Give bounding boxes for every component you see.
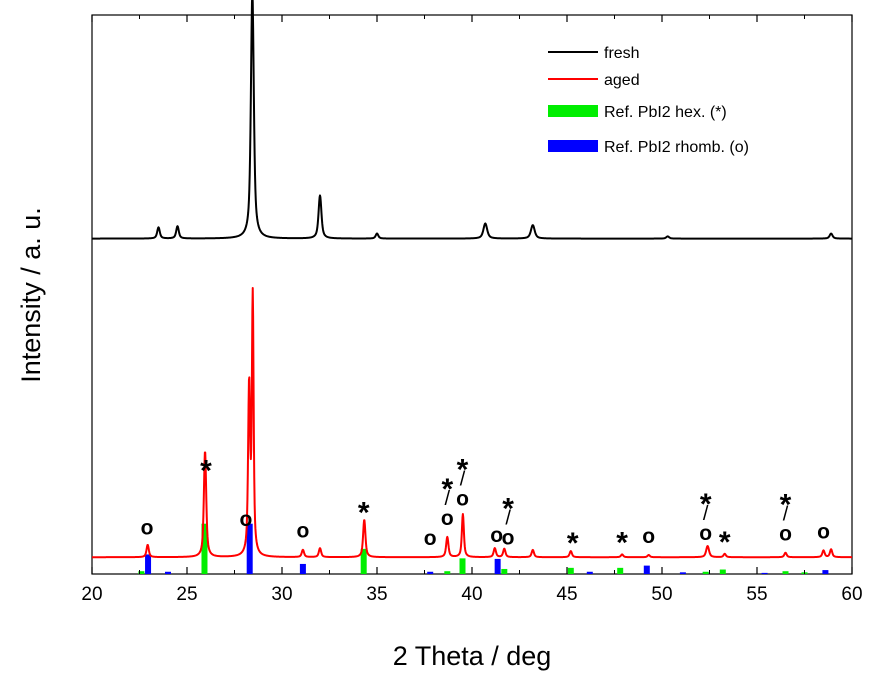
- ref-bar-hex: [444, 571, 451, 574]
- series-fresh: [91, 0, 853, 240]
- annotation-star: *: [358, 496, 370, 529]
- annotation-o: o: [642, 525, 655, 548]
- x-tick-label: 20: [81, 584, 102, 605]
- annotation-slash: /: [445, 488, 451, 510]
- ref-bar-rhomb: [165, 571, 171, 574]
- annotation-o: o: [817, 520, 830, 543]
- annotation-star: *: [502, 492, 514, 525]
- ref-bar-rhomb: [427, 571, 434, 574]
- series-aged: [91, 286, 853, 559]
- ref-bar-hex: [459, 558, 466, 574]
- ref-bar-rhomb: [822, 570, 829, 574]
- annotation-star: *: [567, 527, 579, 560]
- annotation-o: o: [490, 524, 503, 547]
- ref-bar-rhomb: [145, 554, 152, 574]
- annotation-o: o: [502, 526, 515, 549]
- ref-bar-hex: [567, 567, 574, 574]
- ref-bar-hex: [617, 567, 624, 574]
- peak-annotations: o*oo*oo/* o/*oo/** * o o/** o/*o: [141, 453, 830, 560]
- x-axis: 20 25 30 35 40 45 50 55 60: [81, 15, 863, 605]
- ref-bar-rhomb: [299, 563, 306, 574]
- annotation-slash: /: [783, 504, 789, 526]
- ref-bar-hex: [719, 569, 726, 574]
- annotation-o: o: [456, 487, 469, 510]
- annotation-star: *: [200, 454, 212, 487]
- annotation-o: o: [424, 527, 437, 550]
- y-axis-title: Intensity / a. u.: [16, 207, 46, 383]
- legend-label-aged: aged: [604, 72, 640, 89]
- annotation-o: o: [141, 516, 154, 539]
- curves: [91, 0, 853, 559]
- ref-bar-hex: [360, 548, 367, 574]
- ref-bar-rhomb: [643, 565, 650, 574]
- annotation-slash: /: [460, 468, 466, 490]
- ref-bar-hex: [702, 571, 709, 574]
- annotation-star: *: [616, 526, 628, 559]
- ref-bar-rhomb: [246, 523, 253, 574]
- reference-bars: [138, 523, 829, 574]
- legend: fresh aged Ref. PbI2 hex. (*) Ref. PbI2 …: [548, 45, 749, 156]
- legend-swatch-hex: [548, 105, 598, 117]
- annotation-slash: /: [703, 503, 709, 525]
- annotation-o: o: [296, 520, 309, 543]
- annotation-star: *: [441, 473, 453, 506]
- x-tick-label: 25: [176, 584, 197, 605]
- annotation-o: o: [239, 508, 252, 531]
- x-tick-label: 50: [651, 584, 672, 605]
- annotation-slash: /: [505, 507, 511, 529]
- annotation-star: *: [719, 526, 731, 559]
- ref-bar-rhomb: [761, 572, 768, 574]
- annotation-o: o: [699, 522, 712, 545]
- x-tick-label: 45: [556, 584, 577, 605]
- annotation-star: *: [457, 453, 469, 486]
- ref-bar-hex: [501, 568, 508, 574]
- legend-label-rhomb: Ref. PbI2 rhomb. (o): [604, 139, 749, 156]
- annotation-o: o: [779, 523, 792, 546]
- legend-label-fresh: fresh: [604, 45, 640, 62]
- legend-swatch-rhomb: [548, 140, 598, 152]
- x-tick-label: 60: [841, 584, 862, 605]
- ref-bar-rhomb: [494, 558, 501, 574]
- x-tick-label: 30: [271, 584, 292, 605]
- x-tick-label: 40: [461, 584, 482, 605]
- ref-bar-hex: [138, 571, 145, 574]
- x-tick-label: 55: [746, 584, 767, 605]
- annotation-o: o: [441, 507, 454, 530]
- ref-bar-rhomb: [679, 572, 686, 574]
- x-axis-title: 2 Theta / deg: [393, 641, 552, 671]
- ref-bar-hex: [201, 523, 208, 574]
- legend-label-hex: Ref. PbI2 hex. (*): [604, 104, 727, 121]
- x-tick-label: 35: [366, 584, 387, 605]
- annotation-star: *: [700, 488, 712, 521]
- ref-bar-hex: [782, 571, 789, 574]
- ref-bar-rhomb: [586, 571, 593, 574]
- annotation-star: *: [780, 489, 792, 522]
